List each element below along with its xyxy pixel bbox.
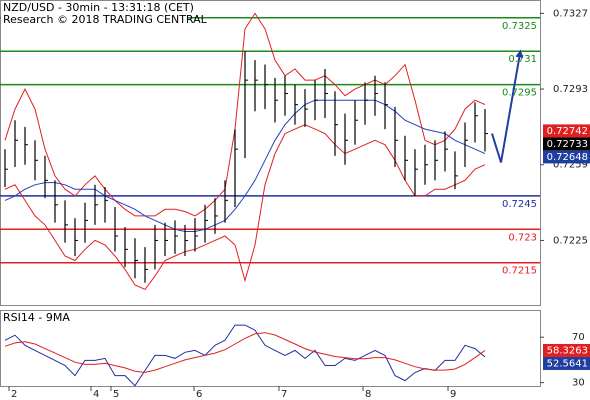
header-bg bbox=[1, 1, 187, 27]
indicator-line bbox=[4, 12, 486, 217]
value-label: 0.72648 bbox=[547, 152, 588, 163]
level-label: 0.7295 bbox=[502, 88, 537, 99]
x-tick-label: 5 bbox=[113, 389, 119, 400]
y-tick-label: 0.7259 bbox=[553, 160, 588, 171]
x-tick-label: 8 bbox=[365, 389, 371, 400]
value-label: 58.3263 bbox=[547, 345, 588, 356]
rsi-panel bbox=[0, 310, 541, 387]
level-label: 0.7245 bbox=[502, 199, 537, 210]
level-label-bg bbox=[500, 86, 538, 99]
rsi-title: RSI14 - 9MA bbox=[3, 311, 70, 324]
level-label-bg bbox=[500, 19, 538, 32]
x-tick-label: 2 bbox=[11, 389, 17, 400]
x-tick-label: 4 bbox=[93, 389, 99, 400]
price-panel bbox=[0, 0, 541, 306]
x-tick-label: 6 bbox=[196, 389, 202, 400]
x-tick-label: 7 bbox=[281, 389, 287, 400]
x-tick-label: 9 bbox=[450, 389, 456, 400]
level-label: 0.7325 bbox=[502, 21, 537, 32]
value-label: 0.72733 bbox=[547, 139, 588, 150]
chart-subtitle: Research © 2018 TRADING CENTRAL bbox=[3, 13, 208, 26]
chart-title: NZD/USD - 30min - 13:31:18 (CET) bbox=[3, 1, 194, 14]
rsi-line bbox=[4, 324, 486, 387]
level-label: 0.7215 bbox=[502, 266, 537, 277]
level-label-bg bbox=[500, 264, 538, 277]
y-tick-label: 0.7293 bbox=[553, 84, 588, 95]
plot-layer: 0.7325 0.731 0.7295 0.7245 0.723 0.7215 0.7327… bbox=[0, 8, 590, 400]
value-box bbox=[543, 356, 590, 370]
level-label-bg bbox=[500, 231, 538, 244]
indicator-line bbox=[4, 99, 486, 232]
level-label-bg bbox=[500, 197, 538, 210]
rsi-line bbox=[4, 332, 486, 373]
level-label: 0.731 bbox=[508, 54, 537, 65]
y-tick-label: 0.7327 bbox=[553, 8, 588, 19]
value-label: 52.5641 bbox=[547, 358, 588, 369]
y-tick-label: 0.7225 bbox=[553, 235, 588, 246]
value-box bbox=[543, 150, 590, 164]
level-label: 0.723 bbox=[508, 232, 537, 243]
value-box bbox=[543, 137, 590, 151]
value-box bbox=[543, 343, 590, 357]
y-tick-label: 70 bbox=[572, 332, 585, 343]
value-label: 0.72742 bbox=[547, 126, 588, 137]
forecast-arrow bbox=[491, 49, 524, 163]
value-box bbox=[543, 124, 590, 138]
y-tick-label: 30 bbox=[572, 378, 585, 389]
